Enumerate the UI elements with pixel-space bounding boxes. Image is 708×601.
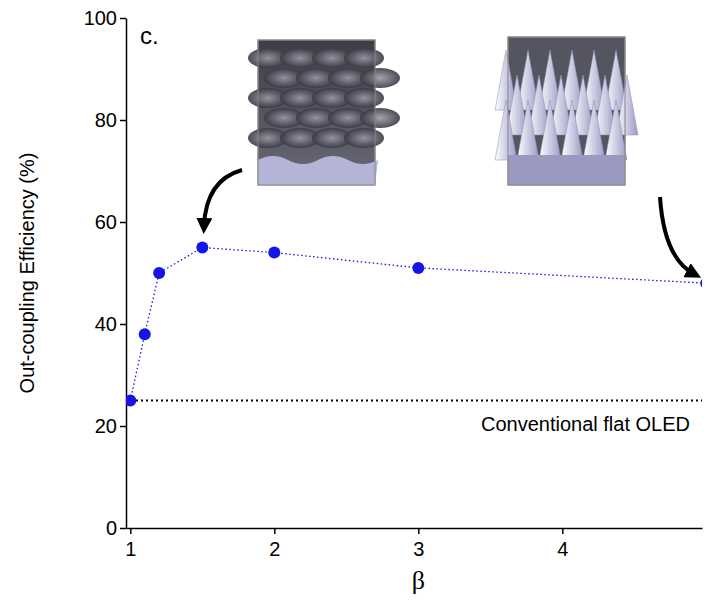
- x-tick-label: 2: [269, 538, 280, 560]
- inset-border: [258, 40, 375, 185]
- y-tick: 60: [95, 211, 126, 233]
- data-line: [130, 248, 702, 401]
- chart: 1234020406080100Conventional flat OLEDc.…: [0, 0, 708, 601]
- panel-label: c.: [140, 22, 159, 49]
- inset-cone: [561, 100, 583, 160]
- y-axis-line: [126, 19, 128, 529]
- inset-cone: [517, 100, 539, 160]
- x-tick-label: 1: [125, 538, 136, 560]
- y-tick-label: 40: [95, 313, 117, 335]
- y-tick-mark: [120, 18, 126, 20]
- y-tick-mark: [120, 528, 126, 530]
- x-axis: 1 2 3 4: [125, 528, 702, 560]
- y-tick-mark: [120, 426, 126, 428]
- data-point: [196, 242, 208, 254]
- y-tick-label: 60: [95, 211, 117, 233]
- inset-bump: [344, 48, 384, 68]
- y-tick: 0: [106, 517, 126, 539]
- x-tick-mark: [562, 528, 564, 534]
- plot: 1234020406080100Conventional flat OLEDc.: [84, 7, 708, 560]
- data-point: [268, 247, 280, 259]
- y-tick-label: 20: [95, 415, 117, 437]
- x-tick-mark: [274, 528, 276, 534]
- inset-bump: [344, 88, 384, 108]
- inset-bump: [344, 128, 384, 148]
- x-tick-mark: [130, 528, 132, 534]
- inset-spiky: [495, 37, 638, 185]
- y-tick: 40: [95, 313, 126, 335]
- arrow: [204, 170, 242, 226]
- inset-surface: [258, 156, 378, 185]
- data-point: [139, 328, 151, 340]
- data-point: [153, 267, 165, 279]
- x-axis-line: [127, 528, 703, 530]
- y-tick: 20: [95, 415, 126, 437]
- y-tick-label: 0: [106, 517, 117, 539]
- inset-cone: [539, 100, 561, 160]
- x-axis-title: β: [412, 566, 425, 595]
- x-tick-label: 3: [413, 538, 424, 560]
- x-tick-mark: [418, 528, 420, 534]
- inset-surface: [508, 155, 625, 185]
- y-tick-label: 80: [95, 109, 117, 131]
- data-point: [412, 262, 424, 274]
- data-point: [700, 277, 702, 289]
- arrow: [660, 197, 694, 274]
- inset-bump: [360, 68, 400, 88]
- x-tick: 2: [269, 528, 280, 560]
- x-tick: 4: [557, 528, 568, 560]
- y-tick: 100: [84, 7, 126, 29]
- marks: [126, 242, 702, 407]
- x-tick-label: 4: [557, 538, 568, 560]
- inset-smooth: [248, 40, 400, 185]
- reference-line: [126, 400, 702, 402]
- annotation: Conventional flat OLED: [481, 413, 690, 435]
- inset-frame: [508, 37, 625, 185]
- x-tick: 1: [125, 528, 136, 560]
- y-axis-title: Out-coupling Efficiency (%): [16, 153, 38, 394]
- insets: [204, 37, 694, 274]
- inset-cone: [583, 100, 605, 160]
- y-tick-label: 100: [84, 7, 117, 29]
- inset-cone: [605, 100, 627, 160]
- inset-border: [508, 37, 625, 185]
- y-tick-mark: [120, 324, 126, 326]
- x-tick: 3: [413, 528, 424, 560]
- inset-cone: [495, 100, 517, 160]
- y-tick-mark: [120, 222, 126, 224]
- y-tick: 80: [95, 109, 126, 131]
- y-axis: 0 20 40 60 80 100: [84, 7, 127, 539]
- inset-bump: [360, 108, 400, 128]
- y-tick-mark: [120, 120, 126, 122]
- data-point: [126, 395, 136, 407]
